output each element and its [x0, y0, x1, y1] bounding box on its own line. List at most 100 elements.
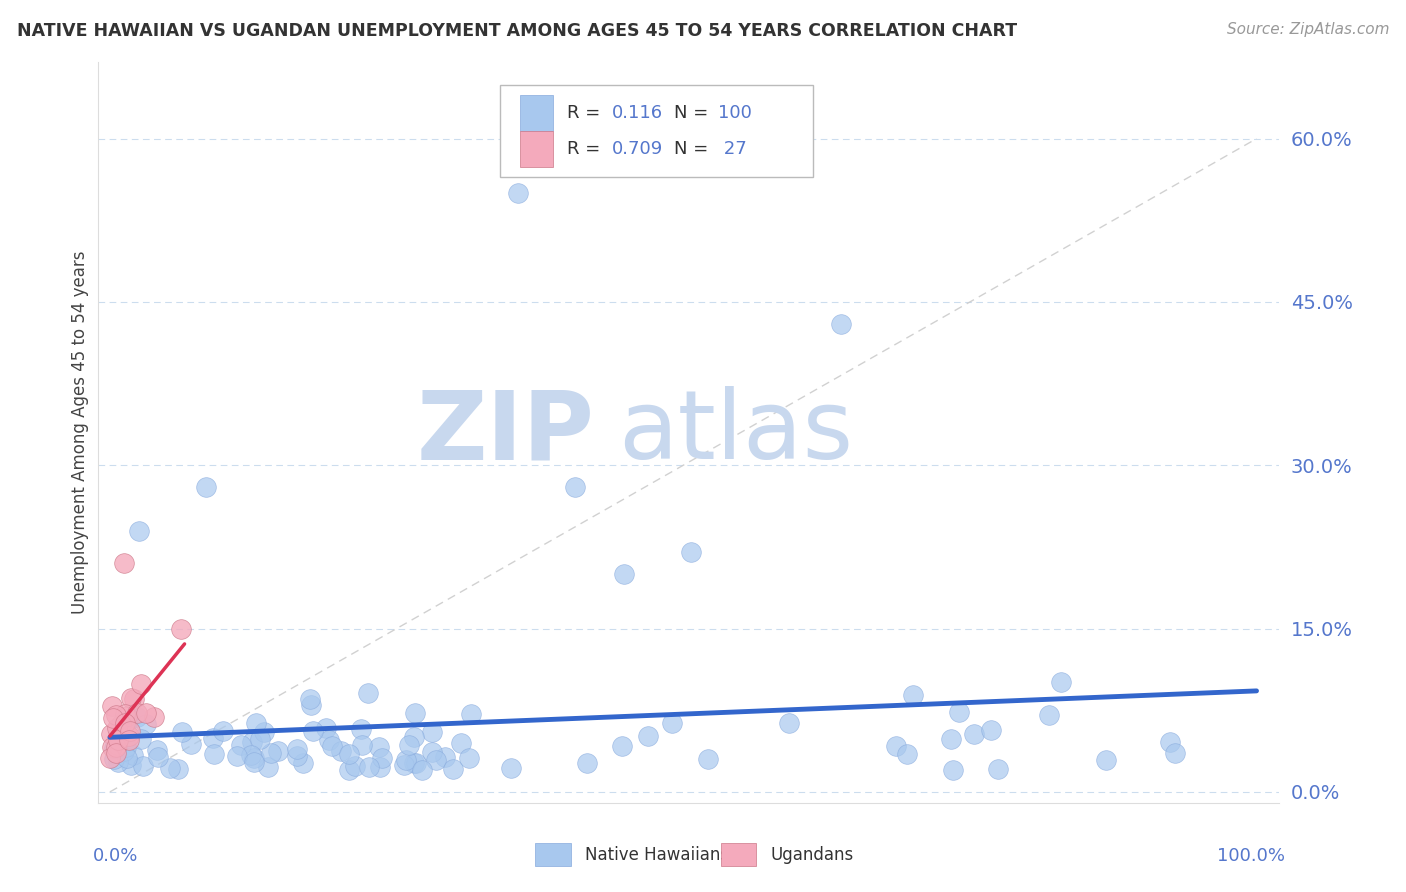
- Point: [302, 724, 325, 739]
- Point: [110, 716, 132, 731]
- Point: [100, 739, 122, 754]
- Point: [146, 750, 169, 764]
- Text: 0.0%: 0.0%: [93, 847, 138, 865]
- Point: [105, 721, 128, 735]
- Point: [901, 688, 924, 702]
- Point: [402, 730, 425, 744]
- Point: [112, 556, 135, 570]
- Point: [576, 756, 599, 771]
- Text: NATIVE HAWAIIAN VS UGANDAN UNEMPLOYMENT AMONG AGES 45 TO 54 YEARS CORRELATION CH: NATIVE HAWAIIAN VS UGANDAN UNEMPLOYMENT …: [17, 22, 1017, 40]
- Point: [98, 750, 121, 764]
- Point: [896, 747, 918, 761]
- Point: [460, 707, 482, 722]
- Point: [249, 731, 271, 746]
- Point: [129, 731, 152, 746]
- Point: [115, 739, 138, 754]
- Point: [506, 186, 529, 200]
- Point: [170, 725, 193, 739]
- Point: [240, 747, 263, 762]
- Point: [120, 757, 142, 772]
- FancyBboxPatch shape: [520, 95, 553, 130]
- Point: [114, 715, 136, 730]
- Point: [202, 747, 225, 762]
- Point: [117, 714, 139, 729]
- Point: [298, 692, 321, 706]
- Point: [450, 736, 472, 750]
- Point: [963, 727, 986, 741]
- Point: [337, 763, 360, 777]
- Point: [117, 730, 139, 744]
- Point: [499, 761, 522, 775]
- Text: Native Hawaiians: Native Hawaiians: [585, 846, 730, 863]
- Point: [120, 690, 142, 705]
- Point: [146, 743, 169, 757]
- Point: [101, 711, 124, 725]
- Text: 100: 100: [718, 103, 752, 122]
- Point: [104, 746, 127, 760]
- Point: [315, 722, 337, 736]
- Point: [1159, 735, 1181, 749]
- Point: [356, 686, 378, 700]
- Point: [118, 733, 141, 747]
- Point: [115, 750, 138, 764]
- Point: [420, 745, 443, 759]
- Text: 0.709: 0.709: [612, 140, 664, 158]
- Point: [402, 756, 425, 771]
- Point: [321, 739, 343, 753]
- Point: [679, 545, 702, 559]
- Point: [343, 759, 366, 773]
- Point: [128, 524, 150, 538]
- Point: [107, 728, 129, 742]
- Text: R =: R =: [567, 103, 606, 122]
- Point: [612, 739, 634, 753]
- Point: [135, 706, 157, 720]
- Point: [266, 744, 288, 758]
- Point: [170, 622, 193, 636]
- Point: [115, 726, 138, 740]
- Point: [405, 756, 427, 771]
- Point: [159, 761, 181, 775]
- Point: [980, 723, 1002, 738]
- Point: [394, 753, 416, 767]
- Point: [114, 707, 136, 722]
- Y-axis label: Unemployment Among Ages 45 to 54 years: Unemployment Among Ages 45 to 54 years: [70, 251, 89, 615]
- Text: Source: ZipAtlas.com: Source: ZipAtlas.com: [1226, 22, 1389, 37]
- Point: [243, 756, 266, 770]
- Point: [125, 706, 148, 721]
- Point: [114, 733, 136, 747]
- Point: [100, 727, 122, 741]
- Point: [1038, 707, 1060, 722]
- Point: [105, 738, 128, 752]
- Point: [257, 760, 280, 774]
- Text: N =: N =: [673, 140, 714, 158]
- Point: [231, 738, 253, 752]
- Point: [637, 729, 659, 743]
- Text: R =: R =: [567, 140, 606, 158]
- Point: [194, 480, 217, 494]
- Point: [368, 760, 391, 774]
- Point: [371, 751, 394, 765]
- Point: [987, 762, 1010, 776]
- Point: [260, 746, 283, 760]
- Point: [697, 752, 720, 766]
- Point: [939, 732, 962, 747]
- Point: [404, 706, 426, 721]
- Text: N =: N =: [673, 103, 714, 122]
- FancyBboxPatch shape: [721, 843, 756, 866]
- Point: [942, 763, 965, 777]
- Point: [441, 762, 464, 776]
- Point: [285, 748, 308, 763]
- Point: [107, 732, 129, 747]
- Point: [661, 715, 683, 730]
- Point: [143, 710, 166, 724]
- Point: [359, 760, 381, 774]
- Point: [226, 748, 249, 763]
- Point: [392, 758, 415, 772]
- Point: [285, 742, 308, 756]
- Text: atlas: atlas: [619, 386, 853, 479]
- Point: [434, 750, 457, 764]
- Point: [212, 724, 235, 739]
- Point: [104, 708, 127, 723]
- Point: [420, 725, 443, 739]
- Point: [202, 731, 225, 745]
